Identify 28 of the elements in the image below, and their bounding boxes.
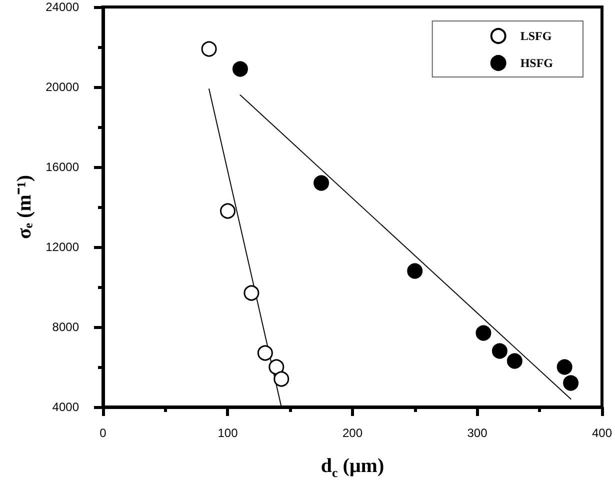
y-tick-label: 24000 (46, 0, 80, 14)
x-tick-label: 400 (592, 426, 612, 440)
point (244, 285, 260, 301)
point (407, 263, 423, 279)
point (274, 371, 290, 387)
x-tick-label: 200 (342, 426, 363, 440)
point (232, 61, 248, 77)
point (257, 345, 273, 361)
y-tick-label: 8000 (52, 320, 80, 334)
legend-label: LSFG (520, 29, 552, 43)
point (314, 175, 330, 191)
x-tick-label: 300 (467, 426, 488, 440)
y-tick-label: 12000 (46, 240, 80, 254)
y-axis-title: σₑ (m⁻¹) (14, 174, 36, 240)
x-tick-label: 100 (218, 426, 238, 440)
x-tick-label: 0 (100, 426, 107, 440)
point (556, 359, 572, 375)
y-tick-label: 20000 (46, 80, 80, 94)
point (268, 359, 284, 375)
legend-label: HSFG (520, 56, 553, 70)
point (563, 375, 579, 391)
point (476, 325, 492, 341)
point (220, 203, 236, 219)
point (492, 343, 508, 359)
y-tick-label: 16000 (46, 160, 80, 174)
point (506, 353, 522, 369)
y-tick-label: 4000 (52, 400, 80, 414)
point (201, 41, 217, 57)
